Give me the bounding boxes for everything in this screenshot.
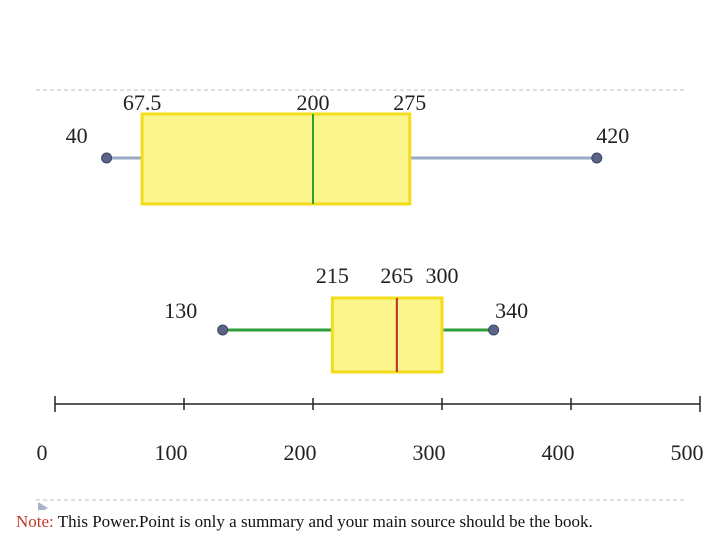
axis-tick-label: 200 xyxy=(284,440,317,465)
min-point xyxy=(101,152,113,164)
max-point xyxy=(591,152,603,164)
axis-tick-label: 400 xyxy=(542,440,575,465)
axis-tick-label: 300 xyxy=(413,440,446,465)
min-point xyxy=(217,324,229,336)
median-label: 265 xyxy=(380,263,413,288)
median-label: 200 xyxy=(297,90,330,115)
plot-area: 0 100 200 300 400 500 40 67.5 200 275 420 130 215 265… xyxy=(37,90,704,465)
min-label: 40 xyxy=(66,123,88,148)
iqr-box xyxy=(140,112,412,206)
axis-tick-label: 0 xyxy=(37,440,48,465)
note-text: This Power.Point is only a summary and y… xyxy=(53,512,593,531)
axis-tick-label: 100 xyxy=(155,440,188,465)
min-label: 130 xyxy=(164,298,197,323)
q3-label: 300 xyxy=(426,263,459,288)
footer-note: Note: This Power.Point is only a summary… xyxy=(16,512,716,532)
max-label: 420 xyxy=(596,123,629,148)
max-point xyxy=(488,324,500,336)
q1-label: 215 xyxy=(316,263,349,288)
note-lead: Note: xyxy=(16,512,54,531)
boxplot-chart: 0 100 200 300 400 500 40 67.5 200 275 420 130 215 265… xyxy=(36,89,704,510)
q1-label: 67.5 xyxy=(123,90,162,115)
max-label: 340 xyxy=(495,298,528,323)
q3-label: 275 xyxy=(393,90,426,115)
iqr-box xyxy=(330,296,444,374)
axis-tick-label: 500 xyxy=(671,440,704,465)
play-marker-icon xyxy=(38,502,48,510)
